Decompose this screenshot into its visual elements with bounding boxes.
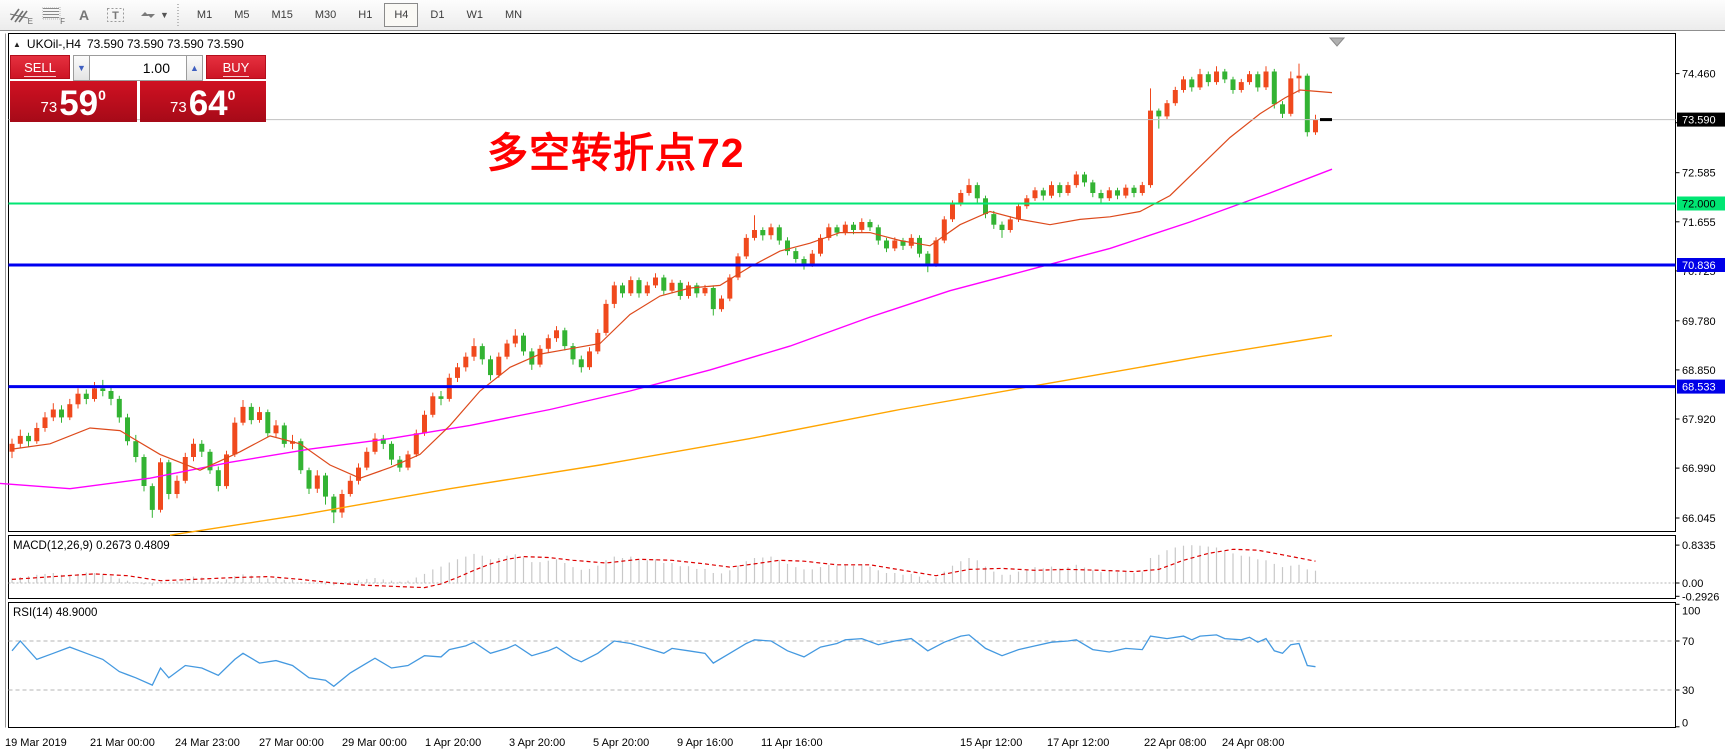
ma-slow-line	[169, 334, 1333, 536]
svg-text:11 Apr 16:00: 11 Apr 16:00	[761, 737, 823, 749]
last-price-dash	[1320, 118, 1332, 122]
svg-text:-0.2926: -0.2926	[1682, 591, 1719, 603]
timeframe-button-MN[interactable]: MN	[504, 9, 523, 21]
toolbar-separator[interactable]	[174, 4, 182, 26]
svg-text:T: T	[112, 10, 119, 22]
svg-text:21 Mar 00:00: 21 Mar 00:00	[90, 737, 155, 749]
svg-text:0.00: 0.00	[1682, 578, 1703, 590]
svg-text:100: 100	[1682, 606, 1700, 618]
svg-text:68.850: 68.850	[1682, 365, 1716, 377]
ohlc-values: 73.590 73.590 73.590 73.590	[86, 37, 244, 51]
price-marker-70.836: 70.836	[1677, 258, 1725, 272]
ma-mid-line	[0, 168, 1333, 490]
svg-text:72.585: 72.585	[1682, 168, 1716, 180]
svg-text:71.655: 71.655	[1682, 217, 1716, 229]
main-chart-panel[interactable]	[8, 33, 1676, 532]
price-marker-72.000: 72.000	[1677, 196, 1725, 211]
textbox-t-icon[interactable]: T	[100, 3, 132, 27]
sell-button[interactable]: SELL	[10, 55, 70, 81]
macd-signal-line	[11, 548, 1316, 589]
timeframe-button-M15[interactable]: M15	[271, 9, 293, 21]
svg-text:70: 70	[1682, 636, 1694, 648]
volume-input[interactable]	[90, 55, 186, 81]
buy-price-display[interactable]: 73 64 0	[139, 81, 266, 122]
timeframe-button-H4[interactable]: H4	[384, 3, 419, 27]
svg-text:70.836: 70.836	[1682, 260, 1716, 272]
volume-spinner: ▼ ▲	[73, 55, 203, 81]
svg-text:27 Mar 00:00: 27 Mar 00:00	[259, 737, 324, 749]
timeframe-button-D1[interactable]: D1	[430, 9, 445, 21]
svg-text:24 Mar 23:00: 24 Mar 23:00	[175, 737, 240, 749]
svg-text:19 Mar 2019: 19 Mar 2019	[5, 737, 67, 749]
svg-text:24 Apr 08:00: 24 Apr 08:00	[1222, 737, 1284, 749]
chart-shift-marker-icon[interactable]	[1328, 37, 1346, 47]
label-a-icon[interactable]: A	[78, 7, 90, 23]
svg-text:66.045: 66.045	[1682, 513, 1716, 525]
collapse-icon[interactable]: ▲	[13, 39, 21, 49]
hatch-e-icon[interactable]: E	[4, 3, 36, 27]
timeframe-button-M30[interactable]: M30	[314, 9, 337, 21]
candlestick-series	[9, 63, 1318, 524]
svg-text:74.460: 74.460	[1682, 69, 1716, 81]
timeframe-button-M5[interactable]: M5	[234, 9, 250, 21]
macd-label: MACD(12,26,9) 0.2673 0.4809	[13, 540, 170, 552]
price-marker-68.533: 68.533	[1677, 379, 1725, 394]
rsi-panel[interactable]	[8, 602, 1676, 728]
price-axis[interactable]: 74.46073.53072.58571.65570.72569.78068.8…	[1675, 69, 1725, 525]
svg-text:68.533: 68.533	[1682, 382, 1716, 394]
svg-text:1 Apr 20:00: 1 Apr 20:00	[425, 737, 481, 749]
svg-text:29 Mar 00:00: 29 Mar 00:00	[342, 737, 407, 749]
timeframe-button-M1[interactable]: M1	[196, 9, 213, 21]
time-axis[interactable]: 19 Mar 2019 21 Mar 00:00 24 Mar 23:00 27 Ma…	[5, 737, 1284, 749]
tools-dropdown-caret[interactable]: ▼	[160, 10, 169, 20]
rsi-line	[11, 634, 1316, 688]
svg-text:15 Apr 12:00: 15 Apr 12:00	[960, 737, 1022, 749]
volume-increase-button[interactable]: ▲	[186, 55, 203, 81]
svg-text:0: 0	[1682, 718, 1688, 730]
svg-text:17 Apr 12:00: 17 Apr 12:00	[1047, 737, 1109, 749]
svg-text:73.590: 73.590	[1682, 115, 1716, 127]
ma-fast-line	[11, 89, 1333, 479]
symbol-period-label: UKOil-,H4	[26, 37, 81, 51]
rsi-label: RSI(14) 48.9000	[13, 607, 97, 619]
timeframe-button-group: M1 M5 M15 M30 H1 H4 D1 W1 MN	[186, 3, 533, 27]
volume-decrease-button[interactable]: ▼	[73, 55, 90, 81]
svg-text:3 Apr 20:00: 3 Apr 20:00	[509, 737, 565, 749]
price-marker-73.590: 73.590	[1677, 112, 1725, 127]
timeframe-button-W1[interactable]: W1	[466, 9, 483, 21]
svg-text:22 Apr 08:00: 22 Apr 08:00	[1144, 737, 1206, 749]
svg-text:69.780: 69.780	[1682, 316, 1716, 328]
macd-panel[interactable]	[8, 535, 1676, 599]
svg-text:30: 30	[1682, 685, 1694, 697]
svg-text:0.8335: 0.8335	[1682, 540, 1716, 552]
svg-text:72.000: 72.000	[1682, 199, 1716, 211]
cycle-arrows-icon[interactable]	[132, 3, 164, 27]
svg-text:9 Apr 16:00: 9 Apr 16:00	[677, 737, 733, 749]
svg-text:5 Apr 20:00: 5 Apr 20:00	[593, 737, 649, 749]
chart-annotation-text: 多空转折点72	[487, 130, 745, 176]
chart-header: ▲ UKOil-,H4 73.590 73.590 73.590 73.590	[13, 37, 244, 51]
svg-text:66.990: 66.990	[1682, 463, 1716, 475]
one-click-trading-panel: SELL ▼ ▲ BUY 73 59 0 73 64 0	[10, 55, 266, 122]
buy-button[interactable]: BUY	[206, 55, 266, 81]
chart-toolbar: E F A T ▼	[0, 0, 1725, 31]
svg-text:67.920: 67.920	[1682, 414, 1716, 426]
sell-price-display[interactable]: 73 59 0	[10, 81, 137, 122]
grid-f-icon[interactable]: F	[36, 3, 68, 27]
timeframe-button-H1[interactable]: H1	[358, 9, 373, 21]
